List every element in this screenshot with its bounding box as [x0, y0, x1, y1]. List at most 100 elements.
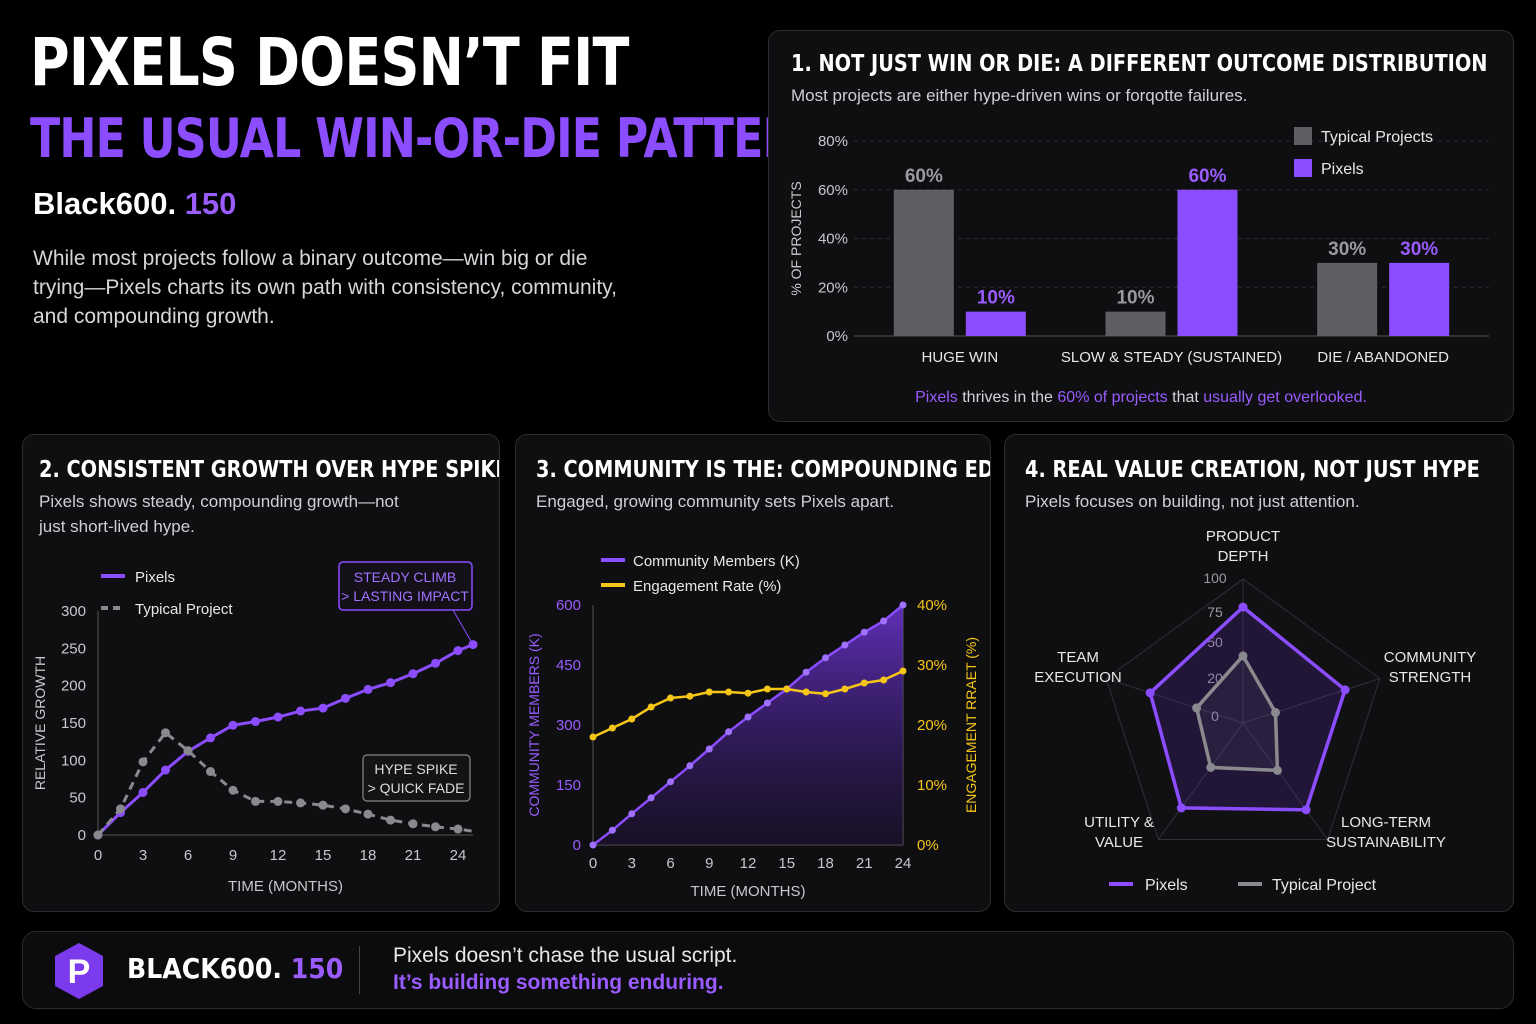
radar-spoke — [1105, 678, 1244, 724]
x-tick-label: 21 — [856, 855, 873, 872]
callout-steady-l2: > LASTING IMPACT — [341, 588, 469, 604]
radar-axis-label-line: PRODUCT — [1206, 528, 1280, 545]
radar-scale-label: 0 — [1211, 708, 1219, 724]
panel2-subtitle: Pixels shows steady, compounding growth—… — [39, 489, 399, 539]
radar-axis-label-line: STRENGTH — [1389, 669, 1472, 686]
y-tick-label: 50 — [69, 790, 86, 807]
panel2-subtitle-l2: just short-lived hype. — [39, 517, 195, 536]
note-end: usually get overlooked. — [1203, 389, 1367, 406]
radar-axis-label: TEAM EXECUTION — [1034, 649, 1122, 686]
data-label: 30% — [1328, 239, 1366, 260]
y-tick-label: 150 — [61, 715, 86, 732]
callout-steady-l1: STEADY CLIMB — [354, 569, 456, 585]
radar-axis-label-line: TEAM — [1057, 649, 1099, 666]
x-tick-label: 9 — [229, 847, 237, 864]
radar-series-typical — [1194, 652, 1280, 773]
bar-typical — [1105, 311, 1166, 336]
data-point — [589, 733, 597, 741]
data-point — [705, 745, 713, 753]
y-tick-label-right: 10% — [917, 777, 947, 794]
data-point — [822, 690, 829, 698]
panel4-title: 4. REAL VALUE CREATION, NOT JUST HYPE — [1025, 457, 1480, 483]
data-point — [138, 757, 148, 767]
x-tick-label: 6 — [666, 855, 674, 872]
radar-point — [1192, 703, 1202, 713]
legend-label: Community Members (K) — [633, 553, 800, 570]
data-label: 10% — [977, 288, 1015, 309]
data-point — [880, 676, 888, 684]
data-label: 60% — [905, 166, 943, 187]
data-point — [206, 733, 215, 743]
x-tick-label: 15 — [315, 847, 332, 864]
bar-pixels — [1389, 262, 1450, 336]
pixels-logo-icon: P — [55, 943, 103, 999]
bar-pixels — [965, 311, 1026, 336]
x-tick-label: 24 — [895, 855, 912, 872]
radar-axis-label-line: LONG-TERM — [1341, 814, 1431, 831]
brand-number: 150 — [184, 186, 237, 221]
y-axis-label: % OF PROJECTS — [788, 181, 804, 295]
data-point — [725, 688, 733, 696]
panel4-subtitle: Pixels focuses on building, not just att… — [1025, 492, 1360, 511]
x-tick-label: 12 — [740, 855, 757, 872]
y-tick-label: 300 — [61, 603, 86, 620]
footer-line1: Pixels doesn’t chase the usual script. — [393, 944, 738, 967]
x-axis-label: TIME (MONTHS) — [691, 883, 806, 900]
radar-point — [1145, 688, 1155, 698]
data-point — [363, 809, 373, 819]
radar-spoke — [1242, 678, 1381, 724]
radar-spoke — [1157, 722, 1244, 840]
x-tick-label: DIE / ABANDONED — [1317, 349, 1449, 366]
x-tick-label: SLOW & STEADY (SUSTAINED) — [1061, 349, 1282, 366]
panel-value-creation: 4. REAL VALUE CREATION, NOT JUST HYPE Pi… — [1004, 434, 1514, 912]
data-point — [251, 717, 260, 727]
footer-brand: BLACK600. 150 — [127, 952, 343, 985]
footer: P BLACK600. 150 Pixels doesn’t chase the… — [22, 931, 1514, 1009]
panel1-note: Pixels thrives in the 60% of projects th… — [769, 389, 1513, 407]
radar-point — [1301, 805, 1311, 815]
y-tick-label: 20% — [818, 279, 848, 296]
data-point — [363, 684, 373, 694]
page-title: PIXELS DOESN’T FIT — [30, 24, 629, 101]
panel-outcome-distribution: 1. NOT JUST WIN OR DIE: A DIFFERENT OUTC… — [768, 30, 1514, 422]
radar-point — [1272, 765, 1282, 775]
data-label: 10% — [1116, 288, 1154, 309]
data-point — [138, 787, 148, 797]
x-tick-label: 0 — [589, 855, 597, 872]
radar-scale-label: 100 — [1203, 570, 1227, 586]
data-point — [628, 715, 636, 723]
data-point — [783, 685, 791, 693]
data-point — [763, 685, 771, 693]
legend-swatch — [1294, 127, 1312, 145]
data-point — [318, 703, 328, 713]
data-point — [386, 678, 395, 688]
x-axis-label: TIME (MONTHS) — [228, 878, 343, 895]
radar-scale-label: 75 — [1207, 604, 1223, 620]
radar-axis-label-line: EXECUTION — [1034, 669, 1122, 686]
legend-label: Pixels — [135, 569, 175, 586]
radar-axis-label: UTILITY & VALUE — [1084, 814, 1154, 851]
x-tick-label: 15 — [778, 855, 795, 872]
data-point — [589, 841, 597, 849]
intro-text: While most projects follow a binary outc… — [33, 247, 617, 328]
value-radar-chart: 0205075100PRODUCTDEPTHCOMMUNITYSTRENGTHL… — [1034, 528, 1476, 894]
x-tick-label: 6 — [184, 847, 192, 864]
data-point — [822, 654, 829, 662]
data-point — [860, 679, 868, 687]
data-point — [296, 706, 305, 716]
y-tick-label: 100 — [61, 752, 86, 769]
legend-label: Typical Project — [135, 601, 233, 618]
data-point — [273, 712, 283, 722]
y-tick-label-left: 450 — [556, 657, 581, 674]
panel1-subtitle: Most projects are either hype-driven win… — [791, 86, 1248, 105]
x-tick-label: 24 — [450, 847, 467, 864]
data-point — [841, 641, 849, 649]
data-point — [860, 628, 868, 636]
data-point — [408, 819, 418, 829]
data-point — [667, 778, 674, 786]
y-tick-label-right: 20% — [917, 717, 947, 734]
radar-point — [1206, 762, 1216, 772]
note-mid1: thrives in the — [957, 389, 1058, 406]
radar-axis-label-line: UTILITY & — [1084, 814, 1154, 831]
x-tick-label: 0 — [94, 847, 102, 864]
